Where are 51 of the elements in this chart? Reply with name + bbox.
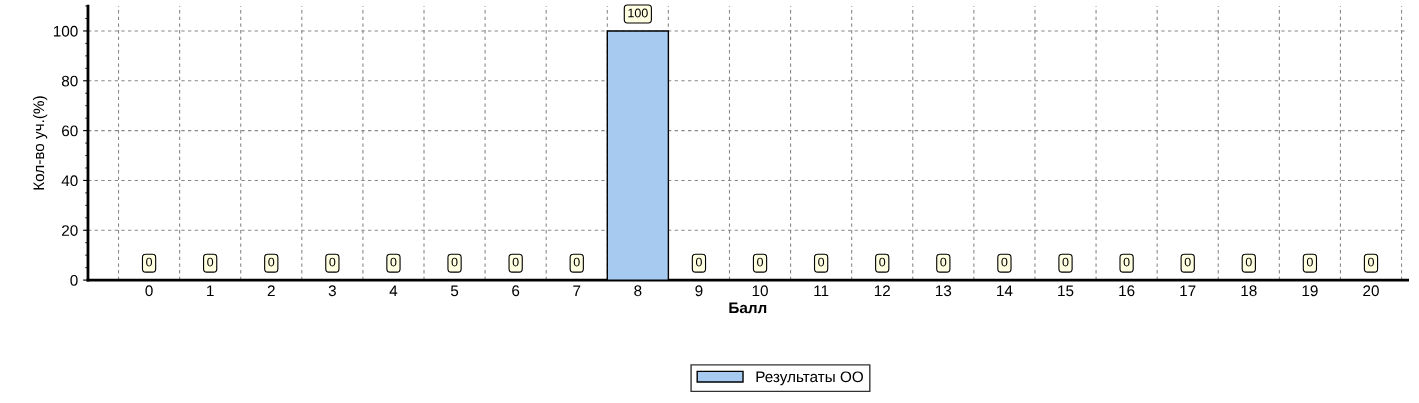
x-tick-label: 3 [328, 285, 336, 297]
data-label: 0 [451, 257, 458, 267]
x-tick-label: 0 [145, 285, 153, 297]
y-tick-label: 0 [70, 274, 78, 286]
x-tick-label: 9 [695, 285, 703, 297]
y-tick-label: 40 [61, 175, 78, 187]
data-label: 0 [695, 257, 702, 267]
x-tick-label: 16 [1119, 285, 1135, 297]
x-tick-label: 19 [1302, 285, 1318, 297]
data-label: 0 [818, 257, 825, 267]
x-tick-label: 1 [207, 285, 214, 297]
data-label: 0 [329, 257, 336, 267]
data-label: 0 [757, 257, 764, 267]
legend-label: Результаты ОО [756, 371, 863, 386]
x-tick-label: 12 [874, 285, 890, 297]
x-tick-label: 4 [389, 285, 398, 297]
x-tick-label: 8 [634, 285, 642, 297]
x-axis-title: Балл [729, 302, 767, 314]
y-axis-title: Кол-во уч.(%) [32, 96, 48, 190]
data-label: 100 [628, 8, 648, 18]
x-tick-label: 11 [814, 285, 829, 297]
data-label: 0 [1184, 257, 1191, 267]
data-label: 0 [573, 257, 580, 267]
data-label: 0 [207, 257, 214, 267]
x-tick-label: 17 [1180, 285, 1196, 297]
data-label: 0 [1001, 257, 1008, 267]
data-label: 0 [146, 257, 153, 267]
data-label: 0 [390, 257, 397, 267]
x-tick-label: 20 [1363, 285, 1379, 297]
data-label: 0 [512, 257, 519, 267]
x-tick-label: 2 [267, 285, 275, 297]
y-tick-label: 20 [62, 225, 78, 236]
data-label: 0 [1368, 257, 1374, 267]
y-tick-label: 80 [61, 75, 78, 87]
x-tick-label: 18 [1241, 285, 1257, 297]
data-label: 0 [268, 257, 275, 267]
y-tick-label: 100 [53, 25, 78, 37]
data-label: 0 [1245, 257, 1252, 267]
x-tick-label: 15 [1058, 285, 1074, 297]
x-tick-label: 14 [997, 285, 1013, 297]
x-tick-label: 7 [573, 285, 581, 297]
data-label: 0 [1306, 257, 1313, 267]
x-tick-label: 10 [752, 285, 768, 297]
data-label: 0 [1062, 257, 1069, 267]
data-label: 0 [1123, 257, 1130, 267]
data-label: 0 [940, 257, 947, 267]
data-label: 0 [879, 257, 886, 267]
x-tick-label: 13 [935, 285, 952, 297]
y-tick-label: 60 [62, 125, 78, 137]
x-tick-label: 6 [512, 285, 520, 297]
x-tick-label: 5 [450, 285, 459, 297]
